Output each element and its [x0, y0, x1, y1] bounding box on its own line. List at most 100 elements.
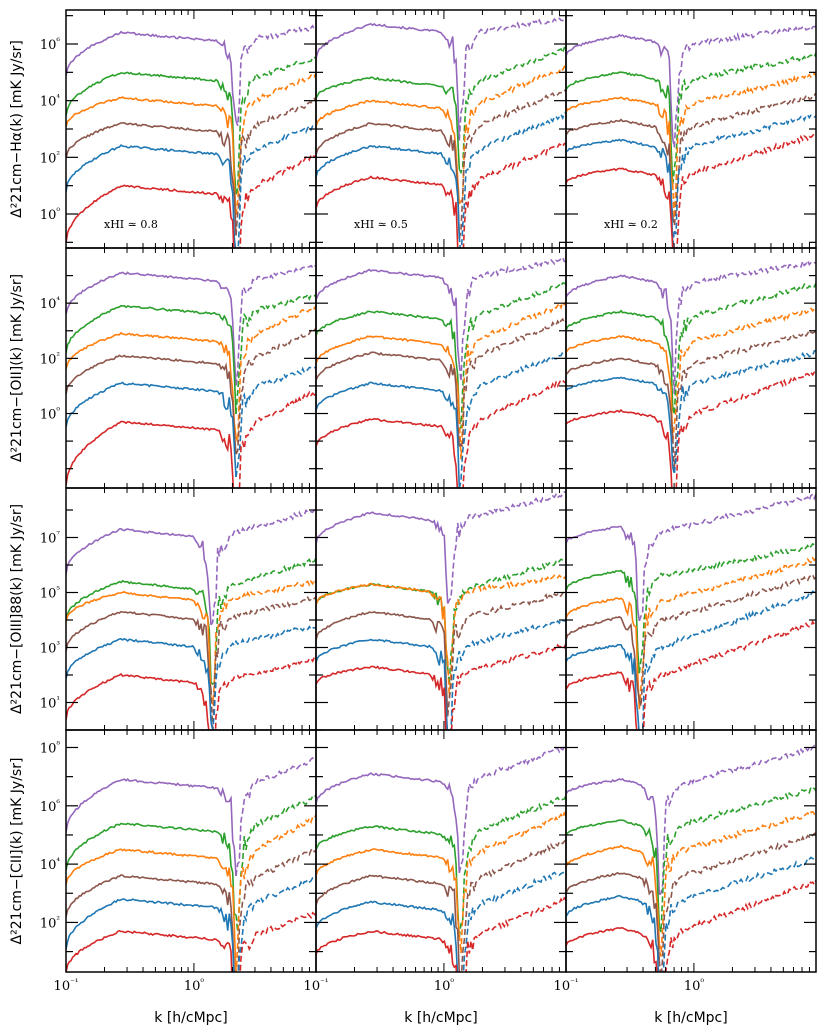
x-tick-label: 10⁻¹ — [54, 978, 79, 994]
series-green-negative — [671, 52, 816, 186]
series-green-positive — [316, 76, 461, 170]
series-brown-negative — [235, 97, 316, 236]
series-orange-positive — [566, 597, 641, 710]
series-blue-positive — [566, 894, 660, 972]
series-red-negative — [663, 880, 816, 972]
series-purple-negative — [235, 24, 316, 127]
series-blue-positive — [66, 637, 212, 722]
series-blue-positive — [66, 898, 235, 972]
series-purple-positive — [566, 33, 674, 139]
y-tick-label: 10⁶ — [40, 37, 61, 53]
series-red-negative — [676, 132, 816, 248]
series-green-negative — [458, 795, 566, 938]
series-green-negative — [235, 56, 316, 195]
series-red-positive — [66, 929, 233, 972]
series-blue-negative — [671, 349, 816, 475]
panel-frame — [65, 729, 317, 973]
series-orange-positive — [316, 99, 461, 204]
series-orange-negative — [235, 72, 316, 215]
x-tick-label: 10⁰ — [684, 978, 705, 994]
series-red-negative — [465, 896, 566, 972]
series-green-positive — [316, 825, 461, 938]
series-brown-positive — [316, 351, 461, 447]
series-brown-positive — [316, 610, 449, 717]
series-purple-positive — [66, 30, 237, 121]
xlabel-col-1: k [h/cMpc] — [404, 1010, 477, 1026]
series-brown-positive — [316, 122, 461, 239]
series-orange-positive — [566, 334, 674, 442]
series-green-positive — [566, 71, 674, 186]
y-tick-label: 10⁸ — [40, 740, 61, 756]
series-brown-negative — [458, 88, 566, 239]
series-blue-positive — [316, 900, 459, 972]
series-purple-positive — [66, 527, 212, 625]
series-purple-negative — [235, 264, 316, 386]
series-brown-positive — [566, 118, 674, 217]
series-red-positive — [316, 175, 459, 248]
y-tick-label: 10¹ — [40, 696, 60, 712]
y-tick-label: 10⁴ — [40, 94, 61, 110]
series-purple-positive — [316, 268, 461, 365]
series-brown-positive — [66, 874, 235, 972]
x-tick-label: 10⁰ — [184, 978, 205, 994]
series-blue-positive — [316, 381, 461, 488]
ylabel-row-0: Δ²21cm−Hα(k) [mK Jy/sr] — [9, 40, 25, 218]
panel-r1-c1 — [315, 247, 567, 489]
series-blue-negative — [237, 124, 316, 248]
series-blue-negative — [662, 856, 816, 972]
series-red-positive — [566, 408, 673, 488]
series-orange-positive — [566, 844, 661, 944]
panel-r0-c0: xHI ≃ 0.8 — [65, 9, 317, 249]
series-green-negative — [458, 282, 566, 429]
y-tick-label: 10⁴ — [40, 296, 61, 312]
series-blue-negative — [450, 618, 566, 730]
y-tick-label: 10⁶ — [40, 799, 61, 815]
y-tick-label: 10⁷ — [40, 531, 61, 547]
panel-r1-c0 — [65, 247, 317, 489]
series-blue-positive — [66, 381, 237, 478]
series-blue-positive — [316, 638, 449, 730]
series-red-positive — [66, 672, 210, 730]
series-red-negative — [214, 656, 316, 730]
series-purple-negative — [458, 17, 566, 141]
series-red-positive — [566, 926, 658, 972]
series-red-positive — [566, 167, 674, 248]
series-green-positive — [316, 583, 449, 668]
y-tick-label: 10² — [40, 150, 61, 166]
series-purple-positive — [66, 777, 237, 877]
series-red-negative — [450, 643, 566, 730]
series-green-negative — [235, 794, 316, 932]
xhi-annotation: xHI ≃ 0.8 — [104, 218, 158, 231]
series-purple-negative — [671, 25, 816, 148]
y-tick-label: 10⁵ — [40, 586, 61, 602]
series-red-negative — [239, 911, 316, 972]
series-orange-positive — [316, 335, 461, 419]
series-orange-negative — [658, 810, 816, 957]
series-brown-positive — [66, 121, 237, 236]
series-purple-negative — [671, 258, 816, 394]
panel-r0-c1: xHI ≃ 0.5 — [315, 9, 567, 249]
series-purple-negative — [210, 508, 316, 626]
series-purple-positive — [566, 274, 674, 362]
series-brown-negative — [671, 329, 816, 470]
series-brown-negative — [671, 92, 816, 226]
series-purple-negative — [458, 256, 566, 382]
xhi-annotation: xHI ≃ 0.2 — [604, 218, 658, 231]
series-orange-negative — [638, 556, 816, 710]
series-purple-negative — [446, 491, 566, 604]
series-red-positive — [66, 184, 235, 248]
series-orange-positive — [566, 96, 674, 185]
series-brown-negative — [210, 595, 316, 730]
series-blue-positive — [566, 138, 674, 247]
series-red-negative — [462, 379, 566, 488]
x-tick-label: 10⁻¹ — [304, 978, 329, 994]
series-purple-negative — [458, 746, 566, 873]
series-purple-positive — [316, 22, 461, 141]
series-green-positive — [566, 309, 674, 408]
panel-r0-c2: xHI ≃ 0.2 — [565, 9, 817, 249]
series-purple-positive — [566, 777, 661, 895]
series-blue-negative — [210, 625, 316, 730]
series-green-negative — [458, 46, 566, 175]
series-green-positive — [66, 822, 237, 916]
panel-frame — [65, 487, 317, 731]
